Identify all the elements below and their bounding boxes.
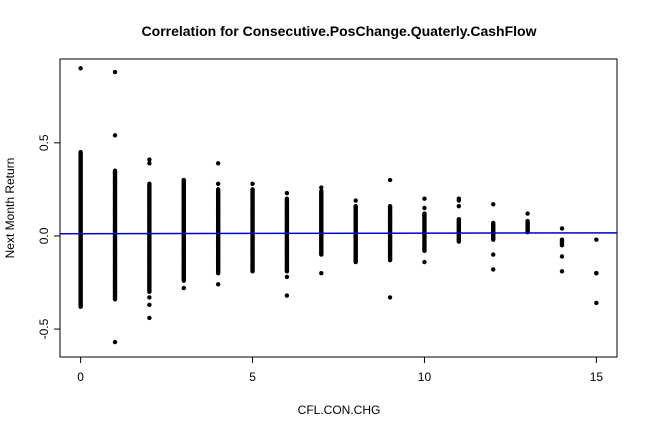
data-point (284, 274, 290, 280)
data-point (594, 300, 599, 306)
data-point (147, 315, 152, 321)
data-point (491, 267, 496, 272)
data-points (78, 66, 599, 345)
y-axis: -0.5 0.0 0.5 (37, 134, 60, 339)
data-point (284, 190, 290, 196)
regression-line (59, 232, 618, 235)
data-point (594, 237, 599, 242)
data-point (250, 187, 255, 192)
data-point (78, 66, 83, 71)
data-point (525, 218, 530, 224)
y-axis-label: Next Month Return (3, 158, 17, 259)
data-point (112, 339, 118, 345)
data-point (525, 211, 530, 216)
data-point (491, 220, 496, 226)
x-tick-label: 5 (249, 370, 256, 384)
data-point (215, 181, 221, 186)
data-point (78, 149, 83, 155)
data-point (456, 216, 462, 222)
data-point (250, 181, 255, 186)
chart-title: Correlation for Consecutive.PosChange.Qu… (142, 23, 537, 39)
data-point (319, 185, 324, 190)
x-axis-label: CFL.CON.CHG (298, 403, 381, 417)
data-point (181, 181, 186, 186)
data-point (422, 205, 427, 211)
data-point (422, 196, 427, 201)
data-point (353, 203, 358, 209)
data-point (559, 226, 565, 231)
plot-frame (59, 58, 618, 358)
data-point (284, 293, 290, 298)
data-point (353, 198, 358, 203)
data-point (181, 177, 186, 183)
data-point (78, 155, 83, 160)
data-point (559, 269, 565, 274)
y-tick-label: 0.0 (37, 227, 51, 244)
data-point (112, 289, 118, 295)
x-tick-label: 15 (590, 370, 604, 384)
data-point (594, 270, 599, 276)
data-point (78, 162, 83, 168)
y-tick-label: -0.5 (37, 318, 51, 339)
x-tick-label: 0 (77, 370, 84, 384)
data-point (147, 161, 152, 166)
data-point (147, 302, 152, 308)
data-point (112, 133, 118, 138)
data-point (215, 282, 221, 287)
x-tick-label: 10 (418, 370, 432, 384)
data-point (422, 259, 427, 265)
data-point (491, 252, 496, 257)
data-point (319, 189, 324, 194)
data-point (181, 285, 186, 291)
x-axis: 0 5 10 15 (77, 357, 603, 384)
data-point (387, 203, 393, 209)
y-tick-label: 0.5 (37, 134, 51, 151)
data-point (215, 187, 221, 192)
data-point (559, 254, 565, 259)
data-point (422, 211, 427, 216)
data-point (559, 237, 565, 242)
data-point (112, 170, 118, 175)
data-point (319, 270, 324, 276)
data-point (147, 157, 152, 162)
data-point (456, 198, 462, 203)
data-point (147, 295, 152, 300)
data-point (215, 161, 221, 166)
data-point (456, 203, 462, 209)
data-point (387, 295, 393, 300)
data-point (387, 177, 393, 183)
data-point (147, 181, 152, 186)
data-point (78, 302, 83, 308)
data-point (284, 196, 290, 201)
data-point (491, 202, 496, 207)
data-point (112, 69, 118, 75)
